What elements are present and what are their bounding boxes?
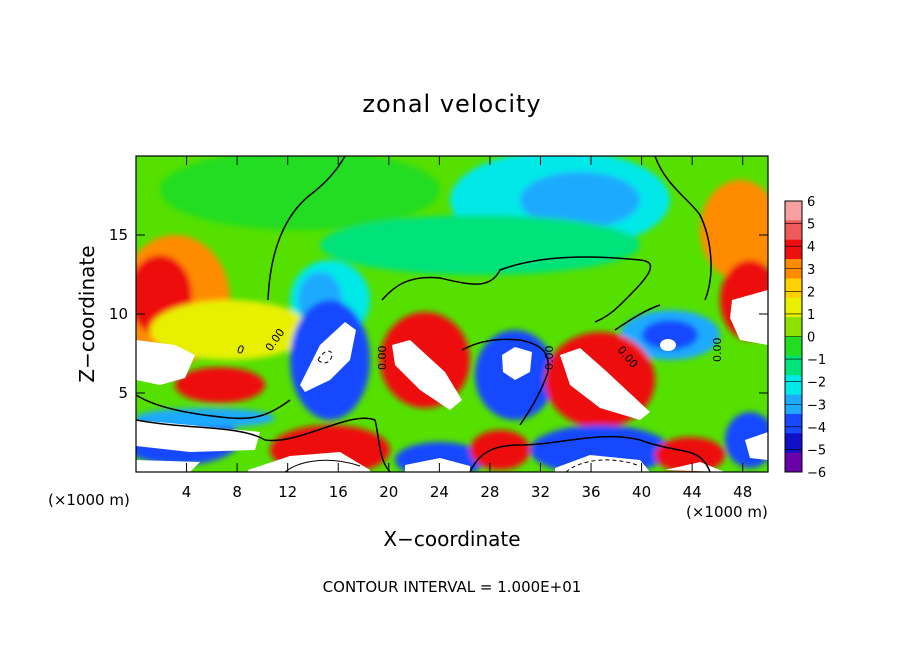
- colorbar-swatch: [785, 452, 802, 473]
- x-axis-ticks: 4 8 12 16 20 24 28 32 36 40 44 48: [182, 156, 752, 501]
- negative-contours: [284, 350, 641, 472]
- x-tick-label: 40: [632, 483, 651, 501]
- colorbar-label: −3: [807, 398, 826, 413]
- colorbar: 6 5 4 3 2 1 0 −1 −2 −3 −4 −5 −6: [784, 195, 826, 481]
- colorbar-label: −6: [807, 466, 826, 481]
- colorbar-label: 0: [807, 331, 815, 346]
- svg-text:0.00: 0.00: [543, 346, 556, 371]
- colorbar-label: 1: [807, 308, 815, 323]
- colorbar-label: 4: [807, 240, 815, 255]
- colorbar-swatch: [785, 336, 802, 357]
- x-tick-label: 8: [232, 483, 242, 501]
- y-tick-label: 15: [109, 226, 128, 244]
- x-unit-left: (×1000 m): [48, 491, 130, 509]
- y-axis-ticks: 5 10 15: [109, 226, 768, 402]
- colorbar-swatch: [785, 278, 802, 299]
- y-axis-label: Z−coordinate: [75, 245, 99, 382]
- x-tick-label: 32: [531, 483, 550, 501]
- x-tick-label: 36: [581, 483, 600, 501]
- x-axis-label: X−coordinate: [383, 527, 520, 551]
- saturated-regions: [136, 290, 768, 472]
- x-tick-label: 24: [430, 483, 449, 501]
- x-tick-label: 12: [278, 483, 297, 501]
- x-tick-label: 28: [480, 483, 499, 501]
- colorbar-label: −5: [807, 443, 826, 458]
- svg-text:0.00: 0.00: [711, 338, 724, 363]
- colorbar-swatch: [785, 201, 802, 221]
- contour-lines: [136, 156, 712, 472]
- x-tick-label: 44: [683, 483, 702, 501]
- chart-title: zonal velocity: [362, 90, 541, 118]
- svg-text:0: 0: [235, 343, 246, 358]
- colorbar-label: −1: [807, 353, 826, 368]
- y-tick-label: 5: [118, 384, 128, 402]
- colorbar-label: 5: [807, 218, 815, 233]
- colorbar-swatch: [785, 433, 802, 453]
- colorbar-label: −4: [807, 421, 826, 436]
- colorbar-label: 6: [807, 195, 815, 210]
- x-tick-label: 16: [329, 483, 348, 501]
- colorbar-swatch: [785, 355, 802, 376]
- colorbar-swatch: [785, 239, 802, 260]
- colorbar-swatch: [785, 413, 802, 434]
- colorbar-swatch: [785, 317, 802, 337]
- y-tick-label: 10: [109, 305, 128, 323]
- contour-interval-note: CONTOUR INTERVAL = 1.000E+01: [323, 578, 582, 596]
- x-tick-label: 4: [182, 483, 192, 501]
- x-tick-label: 48: [733, 483, 752, 501]
- colorbar-label: −2: [807, 376, 826, 391]
- colorbar-swatch: [785, 220, 802, 241]
- x-tick-label: 20: [379, 483, 398, 501]
- colorbar-label: 3: [807, 263, 815, 278]
- x-unit-right: (×1000 m): [686, 503, 768, 521]
- svg-text:0.00: 0.00: [376, 346, 389, 371]
- colorbar-swatch: [785, 375, 802, 395]
- colorbar-swatch: [785, 297, 802, 318]
- heatmap-field: 0.00 0.00 0.00 0.00 0.00 0: [136, 156, 768, 472]
- colorbar-label: 2: [807, 285, 815, 300]
